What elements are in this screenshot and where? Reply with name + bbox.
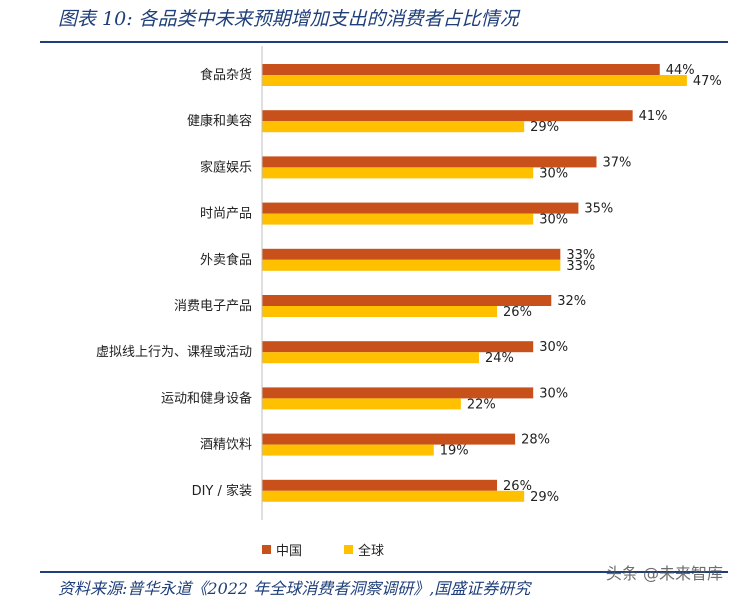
data-label: 26% — [503, 479, 532, 494]
legend-label: 全球 — [358, 544, 385, 559]
legend-label: 中国 — [276, 544, 303, 559]
data-label: 44% — [666, 63, 695, 78]
bar-global — [262, 213, 534, 225]
bar-china — [262, 295, 552, 306]
data-label: 29% — [530, 490, 559, 505]
bar-global — [262, 352, 479, 364]
source-note: 资料来源:普华永道《2022 年全球消费者洞察调研》,国盛证券研究 — [58, 579, 531, 598]
legend-item: 中国 — [262, 540, 302, 559]
data-label: 30% — [539, 386, 568, 401]
bar-global — [262, 121, 525, 133]
bar-china — [262, 64, 660, 75]
category-label: 虚拟线上行为、课程或活动 — [96, 345, 252, 360]
bar-china — [262, 156, 597, 168]
title-rule — [40, 41, 728, 43]
figure-title: 图表 10: 各品类中未来预期增加支出的消费者占比情况 — [58, 8, 519, 30]
data-label: 47% — [693, 74, 722, 89]
bar-chart: 食品杂货 44%47% 健康和美容 41% 29% 家庭娱乐 37% 30% 时尚产品 35% 30… — [96, 46, 722, 520]
legend-swatch — [344, 545, 354, 554]
bar-china — [262, 248, 561, 260]
data-label: 29% — [530, 120, 559, 135]
chart-legend: 中国 全球 — [262, 540, 426, 559]
category-label: 外卖食品 — [200, 252, 252, 268]
category-label: 健康和美容 — [187, 113, 252, 129]
data-label: 26% — [503, 305, 532, 320]
watermark: 头条 @未来智库 — [605, 564, 723, 583]
category-label: 酒精饮料 — [200, 438, 252, 453]
legend-swatch — [262, 545, 271, 554]
source-rule — [40, 571, 728, 573]
data-label: 37% — [602, 155, 631, 170]
bar-china — [262, 110, 633, 122]
category-label: 家庭娱乐 — [200, 159, 252, 175]
data-label: 22% — [467, 397, 496, 412]
bar-china — [262, 341, 534, 353]
category-label: 食品杂货 — [200, 67, 252, 83]
category-label: DIY / 家装 — [192, 483, 252, 499]
bar-china — [262, 433, 516, 445]
bar-global — [262, 259, 561, 271]
data-label: 24% — [485, 351, 514, 366]
data-label: 19% — [440, 444, 469, 459]
data-label: 33% — [566, 248, 595, 263]
data-label: 41% — [639, 109, 668, 124]
data-label: 35% — [584, 202, 613, 217]
data-label: 30% — [539, 166, 568, 181]
data-label: 28% — [521, 433, 550, 448]
bar-china — [262, 202, 579, 214]
data-label: 33% — [566, 259, 595, 274]
data-label: 30% — [539, 340, 568, 355]
bar-global — [262, 306, 498, 317]
data-label: 32% — [557, 294, 586, 309]
bar-global — [262, 398, 461, 410]
category-label: 运动和健身设备 — [161, 390, 252, 406]
bar-global — [262, 490, 525, 502]
legend-item: 全球 — [344, 540, 384, 559]
bar-china — [262, 479, 498, 491]
bar-global — [262, 75, 687, 86]
category-label: 时尚产品 — [200, 207, 252, 222]
bar-china — [262, 387, 534, 399]
data-label: 30% — [539, 213, 568, 228]
bar-global — [262, 167, 534, 179]
bar-global — [262, 444, 434, 456]
category-label: 消费电子产品 — [174, 299, 252, 314]
